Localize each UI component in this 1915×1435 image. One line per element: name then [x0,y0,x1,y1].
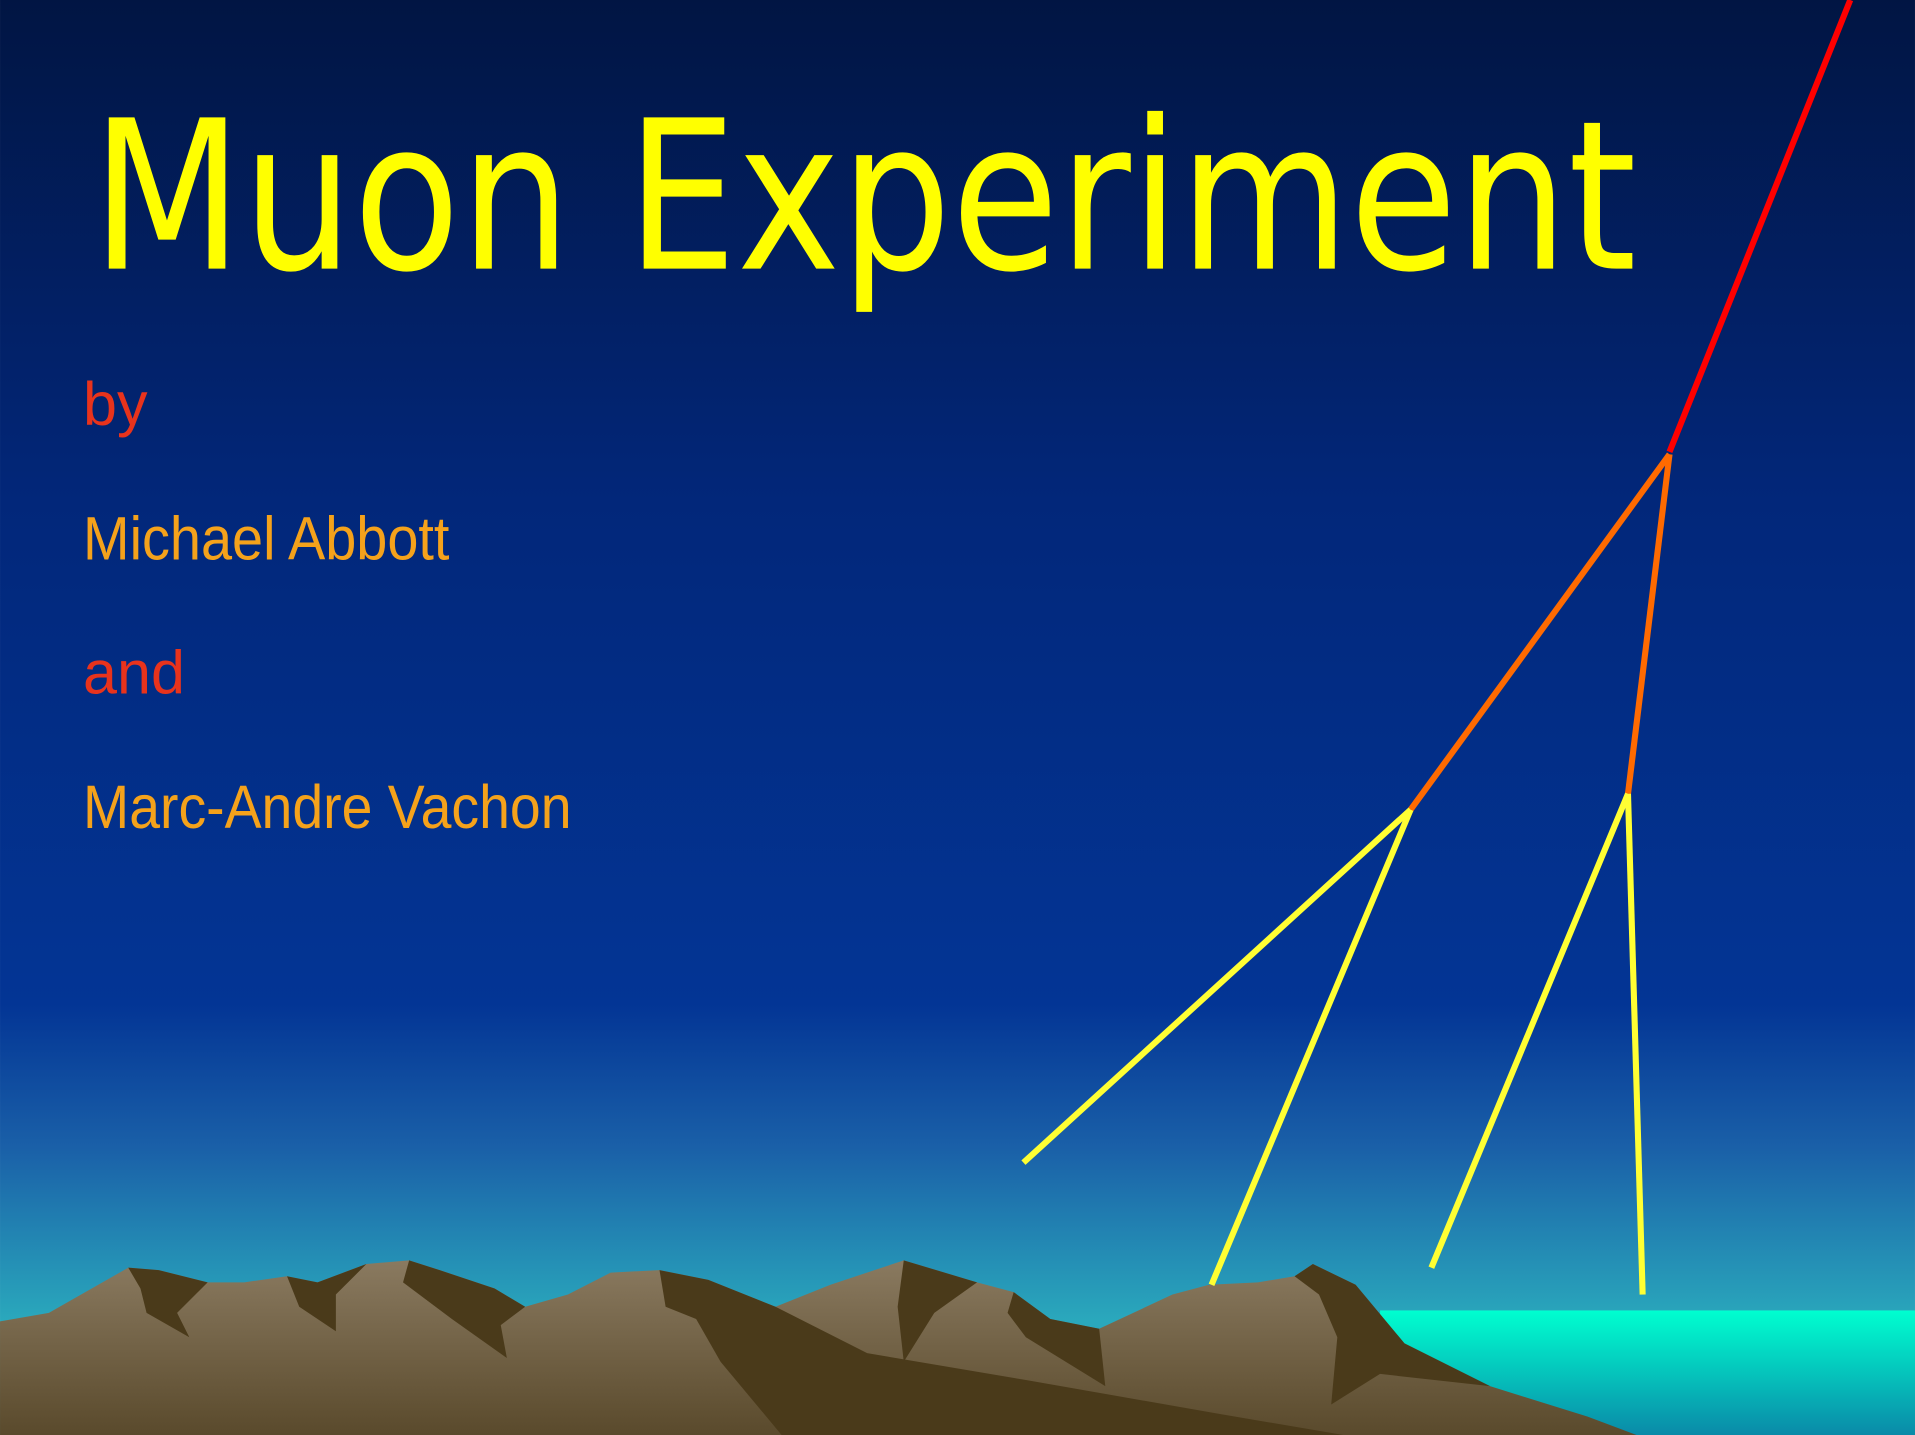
page: Muon Experiment by Michael Abbott and Ma… [0,0,1915,1435]
slide: Muon Experiment by Michael Abbott and Ma… [0,0,1915,1435]
author: Marc-Andre Vachon [83,773,572,841]
author: Michael Abbott [83,504,449,572]
byline: by [83,370,148,438]
slide-title: Muon Experiment [92,76,1637,318]
conjunction: and [83,639,185,707]
